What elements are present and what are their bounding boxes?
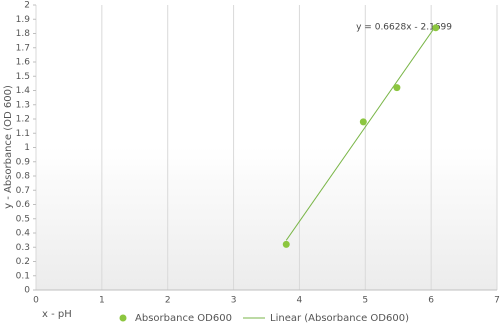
x-tick-label: 1: [99, 296, 105, 306]
y-tick-label: 0.5: [16, 214, 30, 224]
point: [432, 24, 440, 32]
x-tick-label: 0: [33, 296, 39, 306]
y-tick-label: 0.8: [16, 172, 31, 182]
y-tick-label: 1.4: [16, 86, 31, 96]
y-tick-label: 0: [24, 286, 30, 296]
plot-area: [36, 5, 497, 290]
y-tick-label: 1.9: [16, 15, 31, 25]
y-tick-label: 1.3: [16, 100, 30, 110]
y-axis-label: y - Absorbance (OD 600): [3, 85, 14, 209]
y-tick-label: 0.7: [16, 186, 30, 196]
x-tick-label: 5: [362, 296, 368, 306]
y-tick-label: 0.4: [16, 229, 31, 239]
trendline-equation: y = 0.6628x - 2.1699: [356, 23, 452, 33]
y-tick-label: 2: [24, 1, 30, 11]
x-tick-label: 3: [231, 296, 237, 306]
y-tick-label: 0.2: [16, 257, 30, 267]
y-tick-label: 0.6: [16, 200, 31, 210]
y-tick-label: 1: [24, 143, 30, 153]
y-tick-label: 0.9: [16, 157, 31, 167]
point: [393, 84, 401, 92]
x-tick-label: 2: [165, 296, 171, 306]
y-tick-label: 0.3: [16, 243, 30, 253]
x-axis-label: x - pH: [42, 309, 72, 320]
legend-label: Linear (Absorbance OD600): [270, 313, 409, 324]
y-tick-label: 1.8: [16, 29, 31, 39]
x-tick-label: 4: [297, 296, 303, 306]
legend-marker: [119, 314, 127, 322]
y-tick-label: 1.6: [16, 58, 31, 68]
y-tick-label: 1.7: [16, 43, 30, 53]
legend-label: Absorbance OD600: [135, 313, 232, 324]
y-tick-label: 1.2: [16, 115, 30, 125]
x-tick-label: 6: [428, 296, 434, 306]
x-tick-label: 7: [494, 296, 500, 306]
point: [359, 118, 367, 126]
y-tick-label: 1.5: [16, 72, 30, 82]
y-tick-label: 1.1: [16, 129, 30, 139]
trendline: [285, 25, 437, 241]
point: [282, 240, 290, 248]
y-tick-label: 0.1: [16, 271, 30, 281]
